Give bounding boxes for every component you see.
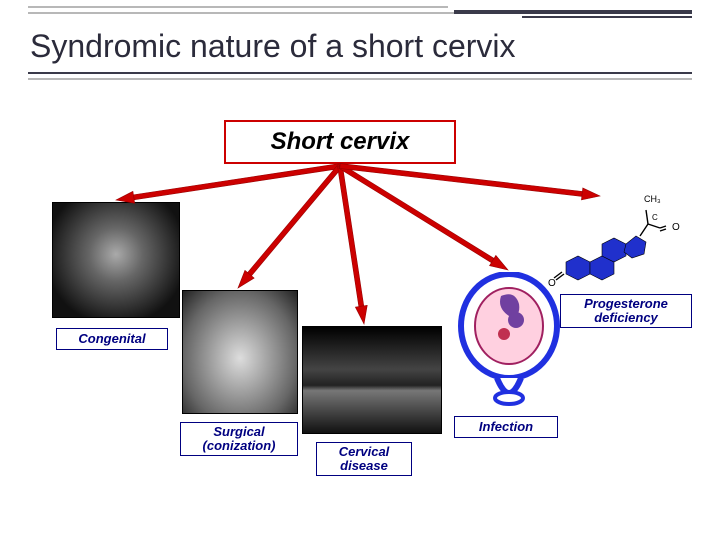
cause-label: Progesterone deficiency (584, 297, 668, 326)
title-underline (28, 72, 692, 74)
cause-label: Infection (479, 420, 533, 434)
cause-label: Surgical (conization) (203, 425, 276, 454)
cause-label: Cervical disease (339, 445, 390, 474)
image-congenital-xray (52, 202, 180, 318)
image-cervical-ultrasound (302, 326, 442, 434)
chem-label-c: C (652, 213, 658, 222)
rule-gray (28, 6, 448, 8)
chem-label-o2: O (548, 278, 556, 288)
header-rule-area (0, 0, 720, 24)
cause-box-cervical: Cervical disease (316, 442, 412, 476)
cause-box-surgical: Surgical (conization) (180, 422, 298, 456)
chem-label-ch3: CH₃ (644, 194, 661, 204)
title-underline-gray (28, 78, 692, 80)
image-infection-fetus (454, 272, 564, 406)
slide: Syndromic nature of a short cervix Short… (0, 0, 720, 540)
chem-label-o: O (672, 222, 680, 233)
image-surgical-anatomy (182, 290, 298, 414)
cause-box-congenital: Congenital (56, 328, 168, 350)
cause-label: Congenital (78, 332, 145, 346)
root-node-label: Short cervix (271, 128, 410, 156)
root-node-box: Short cervix (224, 120, 456, 164)
image-progesterone-structure: CH₃ O O C (548, 186, 698, 288)
cause-box-progesterone: Progesterone deficiency (560, 294, 692, 328)
cause-box-infection: Infection (454, 416, 558, 438)
rule-dark-2 (522, 16, 692, 18)
rule-dark (454, 10, 692, 14)
page-title: Syndromic nature of a short cervix (30, 28, 690, 65)
